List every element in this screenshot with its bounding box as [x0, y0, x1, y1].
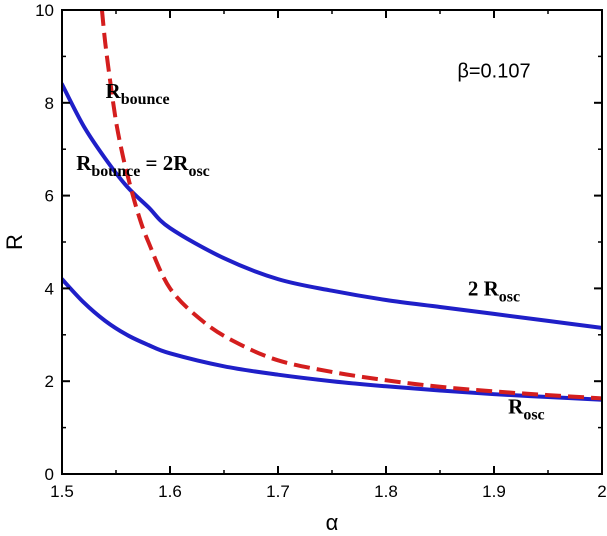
two-r-osc-curve — [62, 82, 602, 330]
x-tick-label: 2 — [597, 482, 606, 501]
x-tick-label: 1.6 — [158, 482, 182, 501]
intersection-annotation: Rbounce = 2Rosc — [76, 151, 210, 180]
y-axis-label: R — [2, 234, 27, 250]
x-tick-label: 1.7 — [266, 482, 290, 501]
axis-ticks: 1.5 1.6 1.7 1.8 1.9 2 0 2 4 6 8 10 — [35, 1, 607, 501]
y-tick-label: 6 — [45, 187, 54, 206]
two-r-osc-annotation: 2 Rosc — [468, 276, 520, 305]
r-bounce-annotation: Rbounce — [106, 79, 170, 108]
x-tick-label: 1.5 — [50, 482, 74, 501]
r-osc-annotation: Rosc — [508, 395, 545, 424]
x-tick-label: 1.9 — [482, 482, 506, 501]
beta-annotation: β=0.107 — [457, 60, 530, 82]
curves — [62, 10, 602, 402]
y-tick-label: 0 — [45, 465, 54, 484]
annotations: β=0.107 Rbounce Rbounce = 2Rosc 2 Rosc Rosc — [76, 60, 544, 423]
x-axis-label: α — [326, 510, 339, 535]
y-tick-label: 2 — [45, 372, 54, 391]
x-tick-label: 1.8 — [374, 482, 398, 501]
r-osc-curve — [62, 277, 602, 402]
y-tick-label: 4 — [45, 279, 54, 298]
r-bounce-curve — [99, 10, 602, 401]
y-tick-label: 8 — [45, 94, 54, 113]
y-tick-label: 10 — [35, 1, 54, 20]
